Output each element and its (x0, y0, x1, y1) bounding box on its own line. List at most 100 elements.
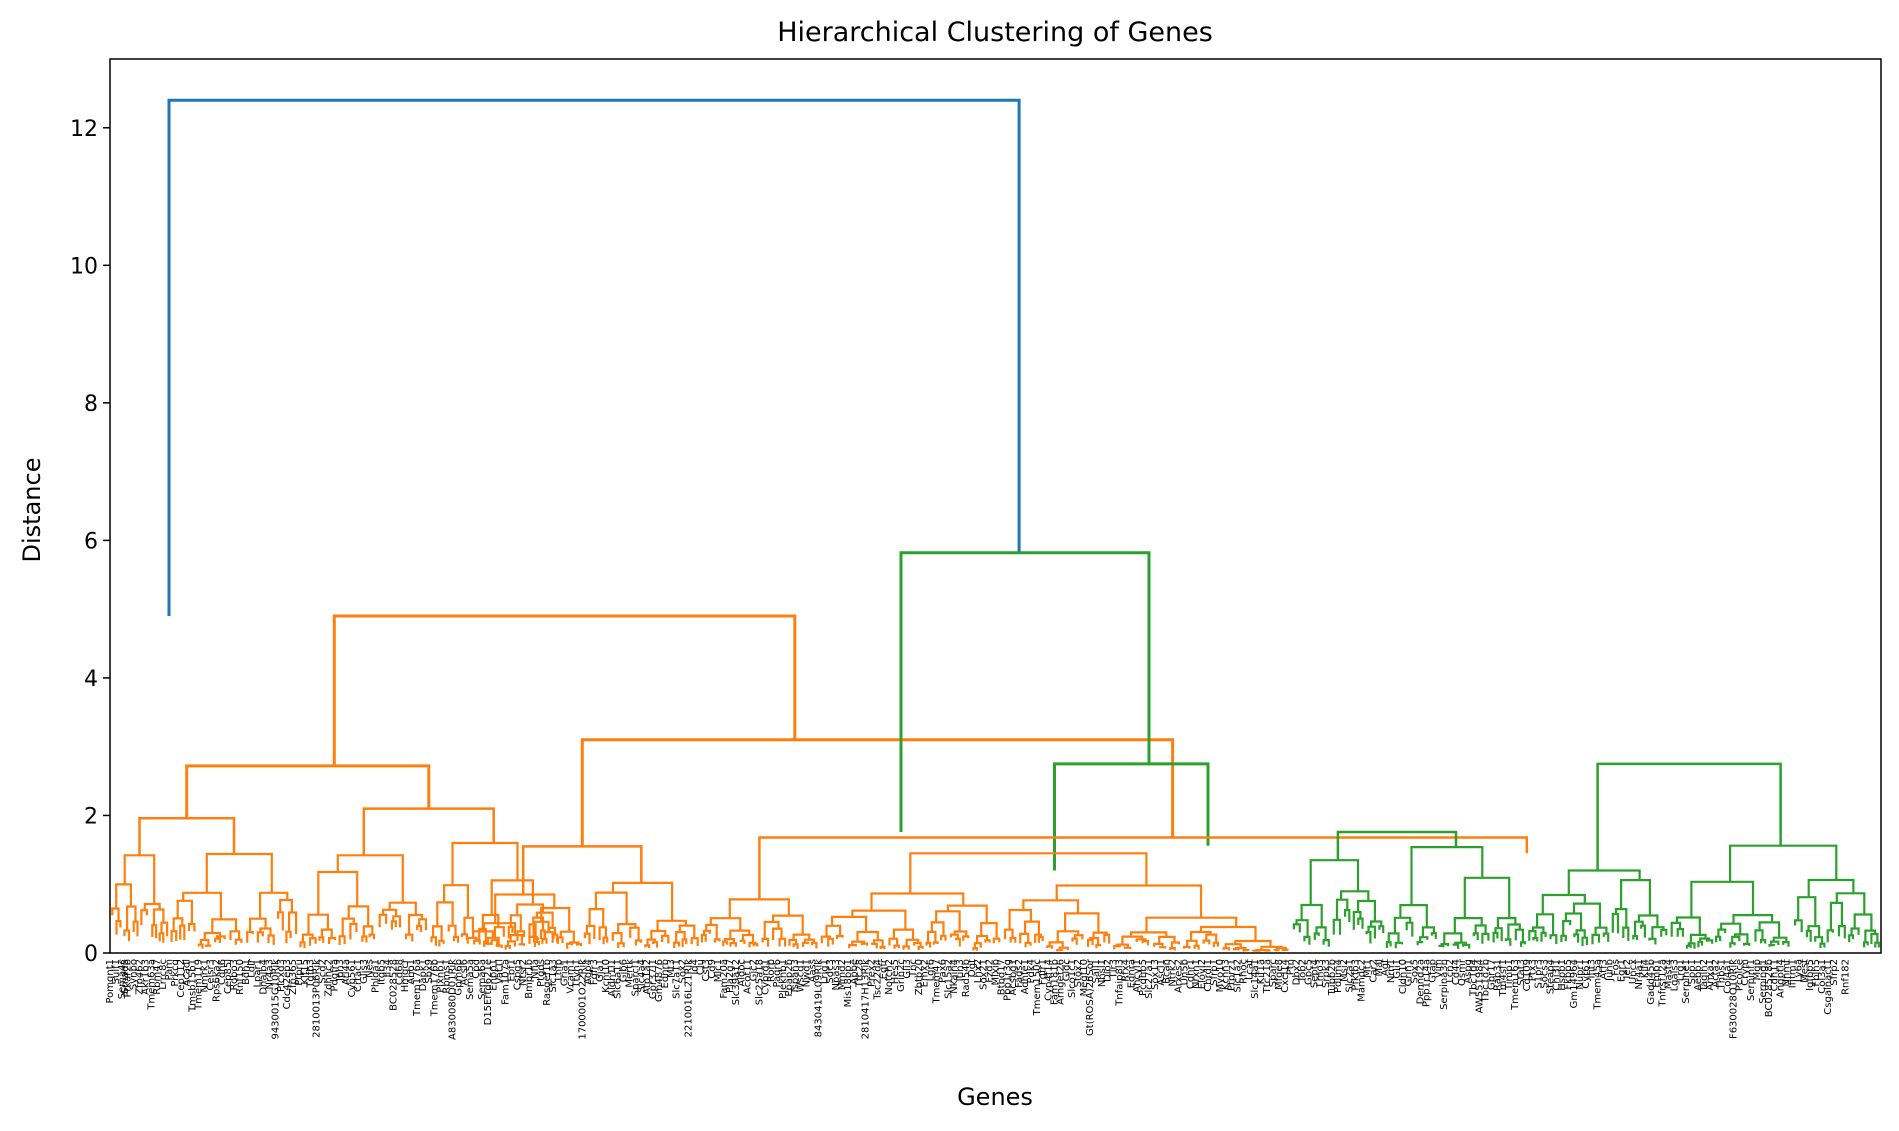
leaf-label: Gja1 (595, 959, 606, 982)
dendrogram-sublink (602, 936, 609, 945)
leaf-label: AW551984 (1475, 959, 1486, 1013)
leaf-label: Cspg5 (512, 959, 523, 990)
dendrogram-sublink (1591, 933, 1601, 945)
dendrogram-sublink (1443, 932, 1463, 945)
dendrogram-sublink (870, 892, 965, 911)
leaf-label: Acot11 (743, 959, 754, 994)
dendrogram-sublink (1158, 935, 1176, 944)
dendrogram-sublink (1670, 921, 1682, 937)
leaf-label: Tmem176a (412, 959, 423, 1017)
dendrogram-sublink (404, 933, 414, 942)
dendrogram-sublink (729, 929, 751, 940)
leaf-label: Mal (1374, 959, 1385, 977)
leaf-label: Spp1 (1687, 959, 1698, 984)
leaf-label: Pfkfb3 (1351, 959, 1362, 991)
dendrogram-sublink (1492, 931, 1499, 943)
dendrogram-sublink (1759, 938, 1767, 944)
dendrogram-sublink (792, 943, 799, 949)
dendrogram-sublink (151, 924, 158, 939)
dendrogram-sublink (123, 854, 156, 904)
dendrogram-sublink (1602, 932, 1610, 942)
leaf-label: Tbc1d2b (1480, 959, 1491, 1003)
leaf-label: Dennd2a (1416, 959, 1427, 1004)
dendrogram-sublink (443, 884, 469, 918)
dendrogram-sublink (801, 941, 810, 947)
dendrogram-sublink (1202, 939, 1211, 945)
y-axis-ticks: 0 2 4 6 8 10 12 (70, 117, 110, 967)
dendrogram-sublink (1689, 933, 1707, 944)
leaf-label: Gjb6 (619, 959, 630, 982)
dendrogram-sublink (761, 937, 770, 947)
leaf-label: Sema5a (465, 959, 476, 1000)
dendrogram-sublink (1560, 934, 1567, 943)
dendrogram-sublink (803, 938, 816, 943)
dendrogram-sublink (1648, 937, 1657, 945)
dendrogram-link (580, 738, 1175, 847)
leaf-label: Nnmt (1782, 959, 1793, 987)
leaf-label: Plekhb1 (778, 959, 789, 999)
leaf-label: Gfap (1427, 959, 1438, 983)
x-axis-label: Genes (957, 1083, 1033, 1111)
leaf-label: Rnf150 (235, 959, 246, 995)
leaf-label: Ttc21a (1262, 959, 1273, 994)
leaf-label: Slc2a1 (1345, 959, 1356, 992)
dendrogram-sublink (308, 937, 317, 946)
dendrogram-sublink (975, 934, 989, 944)
dendrogram-sublink (1462, 943, 1471, 949)
dendrogram-sublink (1675, 916, 1701, 935)
leaf-label: 2810417H13Rik (861, 959, 872, 1040)
leaf-label: Megf10 (1079, 959, 1090, 996)
leaf-label: Nrxn1 (1191, 959, 1202, 989)
dendrogram-sublink (318, 936, 325, 943)
dendrogram-sublink (949, 933, 959, 939)
dendrogram-sublink (452, 935, 460, 943)
leaf-label: Elovl2 (1197, 959, 1208, 989)
dendrogram-link (362, 807, 495, 856)
leaf-label: Prex2 (867, 959, 878, 987)
dendrogram-sublink (172, 917, 184, 932)
leaf-label: Sox9 (424, 959, 435, 983)
dendrogram-sublink (830, 915, 868, 932)
dendrogram-sublink (1023, 920, 1041, 935)
leaf-label: Ttc28 (855, 959, 866, 988)
dendrogram-sublink (481, 913, 500, 929)
leaf-label: Lpar1 (253, 959, 264, 988)
dendrogram-sublink (234, 938, 243, 945)
leaf-label: Stat3 (1516, 959, 1527, 986)
dendrogram-sublink (1637, 914, 1659, 928)
leaf-label: Slc15a2 (943, 959, 954, 999)
dendrogram-sublink (771, 927, 783, 940)
leaf-label: Fkbp5 (1563, 959, 1574, 990)
leaf-label: Slc4a4 (636, 959, 647, 992)
leaf-label: Aass (807, 959, 818, 982)
leaf-label: Sept4 (1309, 959, 1320, 988)
leaf-label: Msi2 (1339, 959, 1350, 982)
dendrogram-sublink (1121, 935, 1144, 945)
leaf-label: Serping1 (1758, 959, 1769, 1004)
leaf-label: Steap4 (1545, 959, 1556, 994)
leaf-label: Enpp1 (489, 959, 500, 991)
dendrogram-sublink (1416, 940, 1424, 946)
dendrogram-sublink (984, 939, 991, 943)
leaf-label: Pam (164, 959, 175, 980)
leaf-label: Agt (1380, 959, 1391, 976)
leaf-label: Mgp (1752, 959, 1763, 980)
dendrogram-sublink (594, 891, 628, 925)
leaf-label: Ldlr (247, 958, 258, 978)
leaf-label: Cd68 (394, 959, 405, 985)
leaf-label: Gli1 (1392, 959, 1403, 979)
dendrogram-sublink (722, 940, 728, 947)
dendrogram-sublink (436, 901, 454, 927)
dendrogram-sublink (778, 937, 787, 947)
leaf-label: Pdgfra (329, 959, 340, 992)
dendrogram-sublink (307, 913, 329, 935)
dendrogram-sublink (848, 943, 857, 949)
dendrogram-sublink (152, 908, 165, 926)
dendrogram-sublink (182, 891, 222, 920)
leaf-label: Mmd2 (837, 959, 848, 990)
dendrogram-sublink (902, 945, 910, 950)
dendrogram-sublink (1573, 933, 1580, 943)
dendrogram-sublink (955, 937, 961, 947)
leaf-label: Serpine1 (1681, 959, 1692, 1004)
dendrogram-sublink (1387, 932, 1400, 943)
